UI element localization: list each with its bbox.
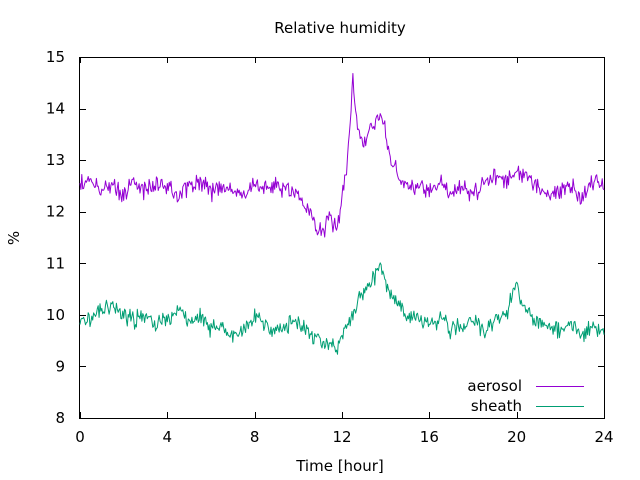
x-axis-label: Time [hour] — [295, 457, 384, 475]
x-tick-label: 20 — [507, 428, 526, 446]
series-line-sheath — [79, 262, 605, 355]
plot-frame — [79, 57, 605, 419]
x-tick-label: 8 — [250, 428, 260, 446]
legend-label-sheath: sheath — [471, 397, 522, 415]
y-tick-label: 8 — [55, 409, 65, 427]
y-tick-label: 11 — [46, 254, 65, 272]
x-tick-label: 12 — [332, 428, 351, 446]
y-tick-label: 12 — [46, 203, 65, 221]
y-tick-label: 15 — [46, 48, 65, 66]
y-tick-label: 9 — [55, 357, 65, 375]
series-line-aerosol — [79, 73, 605, 238]
y-axis-label: % — [5, 231, 23, 245]
x-tick-label: 16 — [420, 428, 439, 446]
x-tick-label: 0 — [75, 428, 85, 446]
y-tick-label: 10 — [46, 306, 65, 324]
y-tick-label: 13 — [46, 151, 65, 169]
chart-title: Relative humidity — [274, 19, 406, 37]
legend: aerosol sheath — [467, 377, 584, 415]
axis-ticks: 0 4 8 12 16 20 24 8 9 10 11 12 13 14 15 — [46, 48, 614, 446]
series-layer — [79, 73, 605, 355]
x-tick-label: 24 — [594, 428, 613, 446]
x-tick-label: 4 — [163, 428, 173, 446]
y-tick-label: 14 — [46, 100, 65, 118]
legend-label-aerosol: aerosol — [467, 377, 522, 395]
